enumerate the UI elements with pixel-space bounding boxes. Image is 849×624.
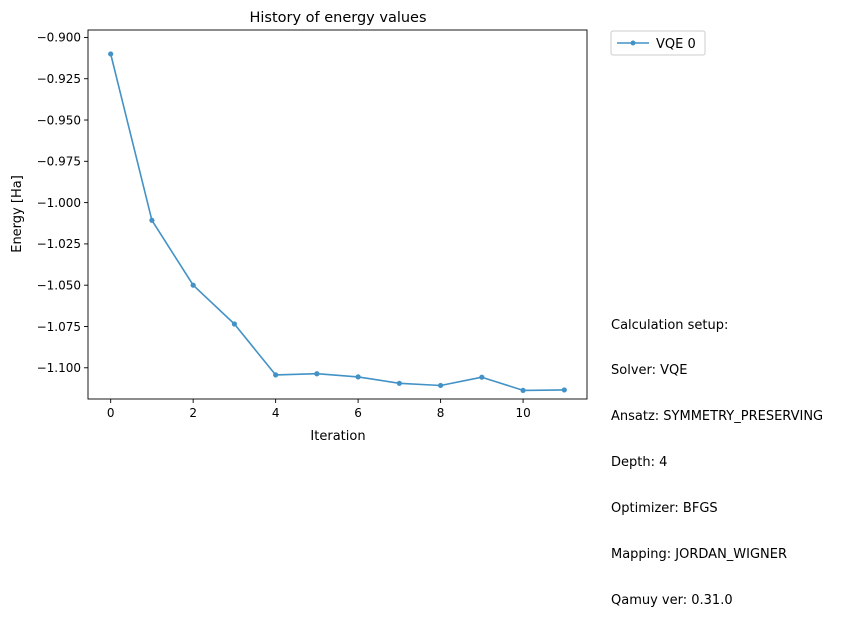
setup-heading: Calculation setup: [611, 317, 729, 333]
setup-version: Qamuy ver: 0.31.0 [611, 592, 733, 608]
x-tick-label: 0 [107, 406, 115, 420]
data-point [273, 372, 279, 378]
y-tick-label: −1.075 [37, 320, 81, 334]
y-tick-label: −1.100 [37, 361, 81, 375]
energy-history-chart: History of energy values 0 2 4 6 8 10 −0.900−… [10, 10, 706, 444]
y-tick-label: −1.025 [37, 237, 81, 251]
data-point [190, 282, 196, 288]
x-tick-label: 8 [437, 406, 445, 420]
x-tick-label: 10 [515, 406, 530, 420]
data-point [314, 371, 320, 377]
data-point [108, 51, 114, 57]
y-tick-label: −1.000 [37, 196, 81, 210]
y-tick-label: −0.900 [37, 31, 81, 45]
y-tick-label: −0.950 [37, 113, 81, 127]
calculation-setup-box: Calculation setup: Solver: VQE Ansatz: S… [611, 287, 823, 624]
setup-solver: Solver: VQE [611, 363, 688, 379]
setup-depth: Depth: 4 [611, 455, 668, 471]
legend-point-marker [630, 40, 636, 46]
legend-frame [610, 30, 706, 56]
data-point [355, 374, 361, 380]
x-tick-label: 4 [272, 406, 280, 420]
data-point [396, 380, 402, 386]
series-line-vqe-0 [109, 53, 565, 392]
y-axis-label: Energy [Ha] [10, 175, 25, 253]
data-point [149, 217, 155, 223]
data-point [231, 321, 238, 327]
x-tick-label: 6 [354, 406, 362, 420]
x-axis: 0 2 4 6 8 10 [107, 399, 531, 420]
y-tick-label: −0.925 [37, 72, 81, 86]
y-axis: −0.900 −0.925 −0.950 −0.975 −1.000 −1.025 −1.0… [37, 31, 88, 375]
setup-ansatz: Ansatz: SYMMETRY_PRESERVING [611, 409, 824, 425]
setup-mapping: Mapping: JORDAN_WIGNER [611, 547, 788, 563]
plot-area-frame [87, 29, 588, 400]
x-axis-label: Iteration [310, 429, 365, 444]
data-point [437, 382, 444, 389]
y-tick-label: −0.975 [37, 155, 81, 169]
y-tick-label: −1.050 [37, 278, 81, 292]
data-point [479, 374, 485, 380]
data-point [520, 387, 526, 394]
legend-label-vqe-0: VQE 0 [656, 37, 696, 52]
setup-optimizer: Optimizer: BFGS [611, 501, 718, 517]
legend: VQE 0 [610, 30, 706, 56]
data-point [561, 387, 567, 393]
x-tick-label: 2 [189, 406, 197, 420]
chart-title: History of energy values [249, 10, 426, 26]
series-layer [108, 51, 567, 394]
